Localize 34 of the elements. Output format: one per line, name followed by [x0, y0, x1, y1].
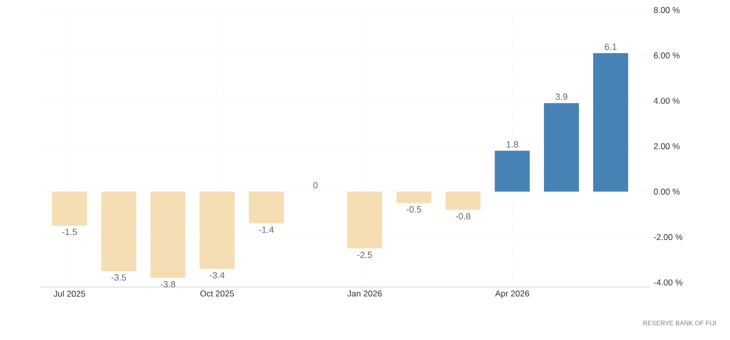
y-tick-label: 2.00 % [654, 143, 680, 150]
y-tick-label: 6.00 % [654, 52, 680, 58]
data-label: -0.5 [406, 206, 422, 213]
bar [593, 53, 628, 192]
y-tick-label: 4.00 % [654, 98, 680, 104]
y-tick-label: -2.00 % [654, 234, 682, 240]
y-tick-label: 8.00 % [654, 7, 680, 13]
bar [200, 192, 235, 269]
bar [446, 192, 481, 210]
x-tick-label: Jan 2026 [347, 290, 382, 297]
y-tick-label: 0.00 % [654, 188, 680, 195]
data-label: 1.8 [506, 141, 518, 148]
data-label: -0.8 [456, 212, 470, 220]
x-tick-label: Jul 2025 [54, 290, 86, 297]
bar [248, 192, 284, 224]
data-label: -3.5 [111, 274, 126, 281]
data-label: 0 [313, 182, 318, 188]
bar [150, 192, 186, 278]
x-tick-label: Oct 2025 [200, 290, 234, 297]
bar [347, 192, 382, 248]
data-label: -2.5 [357, 252, 372, 258]
data-label: 3.9 [556, 94, 568, 100]
bar [544, 103, 579, 192]
data-label: -1.5 [62, 228, 77, 236]
bar [52, 192, 88, 226]
bar [494, 150, 530, 192]
bar [396, 192, 432, 203]
data-label: -1.4 [258, 226, 274, 233]
bar [101, 192, 136, 272]
y-tick-label: -4.00 % [654, 279, 682, 286]
x-tick-label: Apr 2026 [495, 290, 530, 298]
data-label: -3.4 [210, 272, 225, 278]
data-label: 6.1 [604, 44, 616, 50]
data-label: -3.8 [160, 281, 176, 288]
